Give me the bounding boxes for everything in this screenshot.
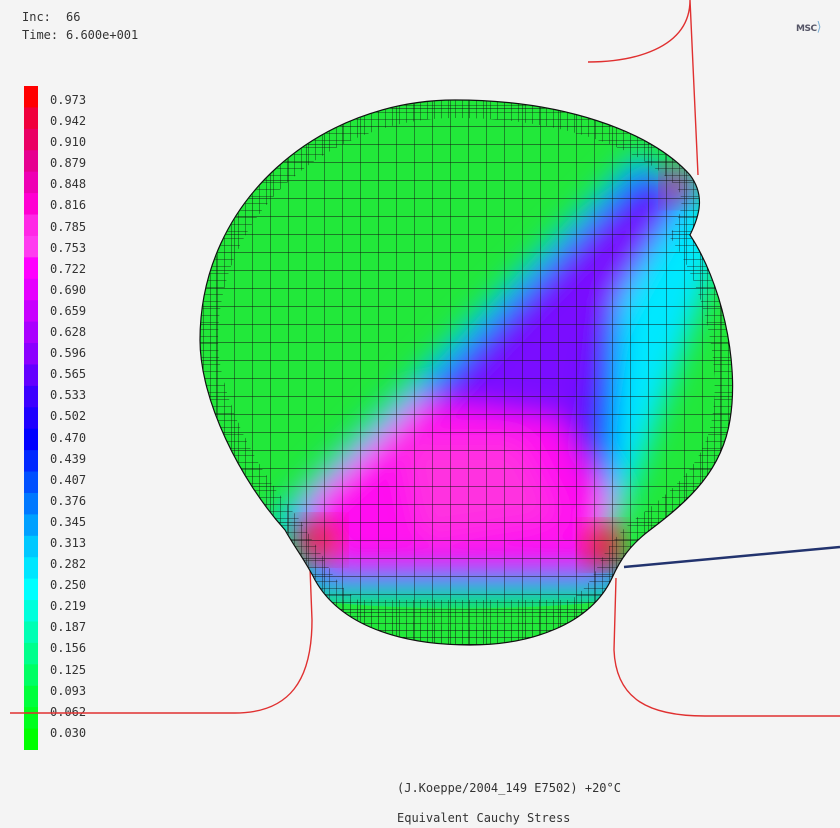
legend-swatch bbox=[24, 535, 38, 558]
legend-value: 0.502 bbox=[50, 409, 87, 424]
legend-swatch bbox=[24, 557, 38, 580]
legend-swatch bbox=[24, 321, 38, 344]
color-scale-bar bbox=[24, 86, 38, 750]
legend-swatch bbox=[24, 428, 38, 451]
quantity-caption: Equivalent Cauchy Stress bbox=[397, 811, 571, 825]
legend-value: 0.910 bbox=[50, 135, 87, 150]
legend-swatch bbox=[24, 492, 38, 515]
body-outline bbox=[199, 99, 734, 646]
legend-value: 0.187 bbox=[50, 620, 87, 635]
legend-value: 0.816 bbox=[50, 198, 87, 213]
legend-swatch bbox=[24, 471, 38, 494]
legend-swatch bbox=[24, 600, 38, 622]
legend-value: 0.533 bbox=[50, 388, 87, 403]
right-tool bbox=[613, 577, 840, 717]
legend-swatch bbox=[24, 150, 38, 173]
legend-swatch bbox=[24, 193, 38, 216]
legend-value: 0.030 bbox=[50, 725, 87, 740]
legend-swatch bbox=[24, 278, 38, 301]
model-id-caption: (J.Koeppe/2004_149 E7502) +20°C bbox=[397, 781, 621, 795]
legend-value: 0.125 bbox=[50, 662, 87, 677]
legend-swatch bbox=[24, 642, 38, 665]
legend-swatch bbox=[24, 578, 38, 601]
legend-value: 0.628 bbox=[50, 325, 87, 340]
inc-value: 66 bbox=[66, 10, 81, 24]
legend-value: 0.690 bbox=[50, 282, 87, 297]
legend-swatch bbox=[24, 664, 38, 687]
legend-swatch bbox=[24, 685, 38, 708]
legend-value: 0.942 bbox=[50, 114, 87, 129]
legend-swatch bbox=[24, 300, 38, 323]
time-label: Time: bbox=[22, 28, 59, 42]
legend-value: 0.219 bbox=[50, 599, 87, 614]
legend-value: 0.753 bbox=[50, 240, 87, 255]
rigid-tool-outlines bbox=[10, 0, 840, 717]
legend-swatch bbox=[24, 128, 38, 151]
legend-value: 0.565 bbox=[50, 367, 87, 382]
legend-value: 0.250 bbox=[50, 578, 87, 593]
legend-swatch bbox=[24, 450, 38, 473]
legend-swatch bbox=[24, 235, 38, 258]
legend-swatch bbox=[24, 364, 38, 387]
top-right-tool bbox=[587, 0, 699, 176]
inc-label: Inc: bbox=[22, 10, 51, 24]
legend-value: 0.156 bbox=[50, 641, 87, 656]
legend-value: 0.470 bbox=[50, 430, 87, 445]
legend-swatch bbox=[24, 621, 38, 644]
legend-value: 0.407 bbox=[50, 472, 87, 487]
left-tool bbox=[10, 567, 313, 714]
legend-value: 0.596 bbox=[50, 346, 87, 361]
msc-logo: MSC⟩ bbox=[796, 20, 822, 35]
legend-swatch bbox=[24, 728, 38, 750]
legend-swatch bbox=[24, 407, 38, 430]
stress-contour-body bbox=[200, 100, 733, 645]
legend-value: 0.345 bbox=[50, 514, 87, 529]
legend-value: 0.062 bbox=[50, 704, 87, 719]
legend-swatch bbox=[24, 107, 38, 130]
legend-value: 0.313 bbox=[50, 535, 87, 550]
time-readout: Time: 6.600e+001 bbox=[22, 28, 138, 42]
legend-swatch bbox=[24, 171, 38, 194]
time-value: 6.600e+001 bbox=[66, 28, 139, 42]
annotation-pointer-line bbox=[623, 545, 840, 569]
legend-value: 0.439 bbox=[50, 451, 87, 466]
legend-value: 0.722 bbox=[50, 261, 87, 276]
legend-value: 0.848 bbox=[50, 177, 87, 192]
legend-swatch bbox=[24, 385, 38, 408]
color-scale-labels: 0.973 0.942 0.910 0.879 0.848 0.816 0.785 0.753… bbox=[50, 93, 86, 747]
legend-swatch bbox=[24, 257, 38, 280]
legend-value: 0.973 bbox=[50, 93, 87, 107]
increment-readout: Inc: 66 bbox=[22, 10, 80, 24]
legend-value: 0.376 bbox=[50, 493, 87, 508]
legend-value: 0.659 bbox=[50, 303, 87, 318]
legend-swatch bbox=[24, 343, 38, 365]
legend-swatch bbox=[24, 214, 38, 237]
legend-value: 0.093 bbox=[50, 683, 87, 698]
legend-value: 0.879 bbox=[50, 156, 87, 171]
legend-swatch bbox=[24, 86, 38, 108]
legend-value: 0.282 bbox=[50, 557, 87, 572]
legend-value: 0.785 bbox=[50, 219, 87, 234]
legend-swatch bbox=[24, 514, 38, 537]
